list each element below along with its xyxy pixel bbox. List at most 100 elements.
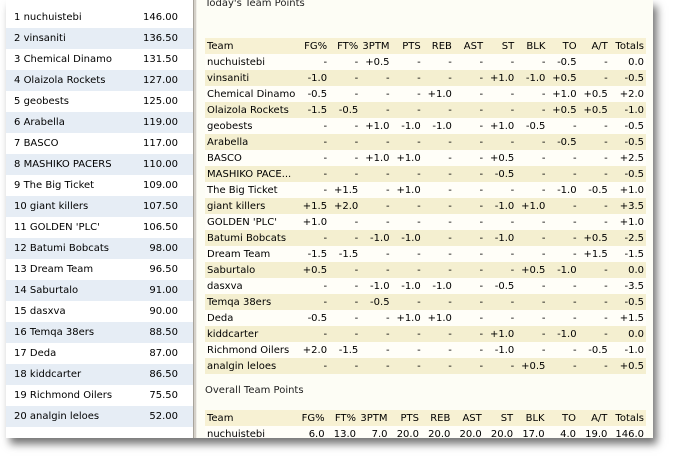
column-header[interactable]: REB <box>430 412 451 424</box>
team-cell: Richmond Oilers <box>207 344 290 356</box>
stat-cell: 20.0 <box>459 428 482 439</box>
stat-cell: - <box>479 168 484 180</box>
stat-cell: - <box>448 72 452 84</box>
standings-row[interactable]: 18 kiddcarter 86.50 <box>6 364 193 385</box>
overall-header-row: Team FG% FT% 3PTM PTS REB AST ST BLK TO A/T Totals <box>205 410 646 426</box>
standings-rank-team: 10 giant killers <box>14 201 88 212</box>
column-header[interactable]: BLK <box>525 412 545 424</box>
column-header[interactable]: FT% <box>337 40 359 52</box>
standings-row[interactable]: 20 analgin leloes 52.00 <box>6 406 193 427</box>
column-header[interactable]: 3PTM <box>360 412 388 424</box>
team-cell: The Big Ticket <box>207 184 278 196</box>
stat-cell: +0.5 <box>552 72 577 84</box>
stat-cell: -1.0 <box>401 280 421 292</box>
column-header[interactable]: PTS <box>400 412 419 424</box>
standings-points: 119.00 <box>143 117 178 128</box>
standings-row[interactable]: 1 nuchuistebi 146.00 <box>6 7 193 28</box>
standings-rank: 19 <box>14 390 27 401</box>
column-header[interactable]: ST <box>501 40 515 52</box>
stat-cell: +1.0 <box>552 88 577 100</box>
stat-cell: - <box>604 152 608 164</box>
standings-row[interactable]: 16 Temqa 38ers 88.50 <box>6 322 193 343</box>
standings-row[interactable]: 4 Olaizola Rockets 127.00 <box>6 70 193 91</box>
standings-row[interactable]: 10 giant killers 107.50 <box>6 196 193 217</box>
column-header[interactable]: Team <box>207 412 234 424</box>
stat-cell: - <box>604 360 608 372</box>
column-header[interactable]: A/T <box>591 40 608 52</box>
table-row: Temqa 38ers - - -0.5- - - - - - - -0.5 <box>205 294 646 310</box>
column-header[interactable]: PTS <box>402 40 421 52</box>
stat-cell: - <box>385 216 390 228</box>
today-points-table: Team FG% FT% 3PTM PTS REB AST ST BLK TO A/T Totals … <box>205 38 646 374</box>
stat-cell: - <box>417 216 421 228</box>
stat-cell: - <box>604 168 608 180</box>
team-cell: kiddcarter <box>207 328 259 340</box>
table-row: geobests - - +1.0 -1.0 -1.0- +1.0 -0.5- - -0.5 <box>205 118 646 134</box>
standings-row[interactable]: 5 geobests 125.00 <box>6 91 193 112</box>
column-header[interactable]: A/T <box>591 412 608 424</box>
stat-cell: - <box>323 152 328 164</box>
stat-cell: - <box>448 328 452 340</box>
standings-row[interactable]: 17 Deda 87.00 <box>6 343 193 364</box>
stat-cell: - <box>354 264 359 276</box>
standings-row[interactable]: 15 dasxva 90.00 <box>6 301 193 322</box>
standings-rank-team: 3 Chemical Dinamo <box>14 54 112 65</box>
table-row: analgin leloes - - - - - - - +0.5- - +0.5 <box>205 358 646 374</box>
stat-cell: -0.5 <box>307 88 328 100</box>
standings-row[interactable]: 11 GOLDEN 'PLC' 106.50 <box>6 217 193 238</box>
stat-cell: - <box>417 168 421 180</box>
column-header[interactable]: FG% <box>301 412 325 424</box>
panel-splitter[interactable] <box>193 0 197 438</box>
stat-cell: - <box>510 136 515 148</box>
column-header[interactable]: REB <box>431 40 452 52</box>
column-header[interactable]: FT% <box>334 412 356 424</box>
overall-points-table: Team FG% FT% 3PTM PTS REB AST ST BLK TO A/T Totals … <box>205 410 646 438</box>
column-header[interactable]: ST <box>500 412 514 424</box>
standings-row[interactable]: 13 Dream Team 96.50 <box>6 259 193 280</box>
standings-row[interactable]: 6 Arabella 119.00 <box>6 112 193 133</box>
standings-row[interactable]: 8 MASHIKO PACERS 110.00 <box>6 154 193 175</box>
stat-cell: -1.0 <box>624 104 644 116</box>
stat-cell: - <box>417 328 421 340</box>
stat-cell: +1.0 <box>521 200 546 212</box>
column-header[interactable]: TO <box>562 40 577 52</box>
column-header[interactable]: 3PTM <box>362 40 390 52</box>
stat-cell: -0.5 <box>624 168 644 180</box>
standings-row[interactable]: 2 vinsaniti 136.50 <box>6 28 193 49</box>
standings-row[interactable]: 12 Batumi Bobcats 98.00 <box>6 238 193 259</box>
column-header[interactable]: Totals <box>615 40 644 52</box>
stat-cell: - <box>385 344 390 356</box>
standings-row[interactable]: 19 Richmond Oilers 75.50 <box>6 385 193 406</box>
standings-rank-team: 11 GOLDEN 'PLC' <box>14 222 100 233</box>
column-header[interactable]: BLK <box>526 40 546 52</box>
stat-cell: - <box>604 280 608 292</box>
stat-cell: - <box>385 312 390 324</box>
column-header[interactable]: TO <box>562 412 576 424</box>
standings-points: 117.00 <box>143 138 178 149</box>
standings-team: vinsaniti <box>23 33 66 44</box>
stat-cell: -1.0 <box>494 200 515 212</box>
team-cell: nuchuistebi <box>207 428 266 439</box>
stat-cell: -0.5 <box>624 72 644 84</box>
standings-row[interactable]: 3 Chemical Dinamo 131.50 <box>6 49 193 70</box>
team-cell: Batumi Bobcats <box>207 232 287 244</box>
standings-row[interactable]: 14 Saburtalo 91.00 <box>6 280 193 301</box>
column-header[interactable]: Totals <box>615 412 644 424</box>
stat-cell: - <box>479 56 484 68</box>
stat-cell: -0.5 <box>588 184 608 196</box>
stat-cell: +2.0 <box>302 344 328 356</box>
stat-cell: - <box>572 248 577 260</box>
table-row: Dream Team -1.5 -1.5- - - - - - - +1.5 -1.5 <box>205 246 646 262</box>
standings-points: 109.00 <box>143 180 178 191</box>
standings-row[interactable]: 9 The Big Ticket 109.00 <box>6 175 193 196</box>
column-header[interactable]: FG% <box>304 40 328 52</box>
column-header[interactable]: AST <box>463 40 484 52</box>
stat-cell: -1.0 <box>432 280 452 292</box>
stat-cell: +1.0 <box>396 152 421 164</box>
stat-cell: - <box>510 360 515 372</box>
stat-cell: - <box>448 104 452 116</box>
column-header[interactable]: AST <box>462 412 482 424</box>
standings-row[interactable]: 7 BASCO 117.00 <box>6 133 193 154</box>
stat-cell: - <box>323 360 328 372</box>
column-header[interactable]: Team <box>207 40 234 52</box>
